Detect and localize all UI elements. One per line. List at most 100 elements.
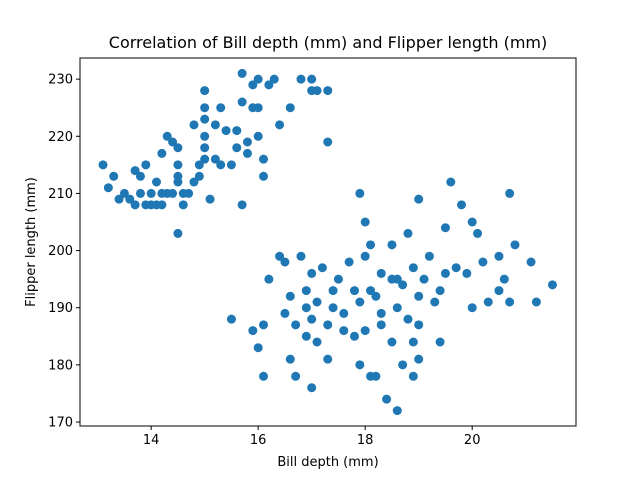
point [173,143,183,153]
point [494,286,504,296]
point [253,74,263,84]
point [360,326,370,336]
point [200,114,210,124]
y-tick-label: 170 [48,416,73,431]
point [456,200,466,210]
point [323,320,333,330]
point [285,291,295,301]
point [323,354,333,364]
point [173,171,183,181]
point [135,188,145,198]
plot-frame [79,57,577,427]
point [547,280,557,290]
y-tick-label: 200 [48,244,73,259]
point [200,143,210,153]
point [510,240,520,250]
point [301,331,311,341]
point [323,86,333,96]
point [467,217,477,227]
point [146,188,156,198]
point [403,228,413,238]
point [462,268,472,278]
point [392,406,402,416]
point [483,297,493,307]
point [109,171,119,181]
point [259,371,269,381]
point [259,154,269,164]
point [200,131,210,141]
point [333,274,343,284]
point [328,303,338,313]
point [408,337,418,347]
point [440,223,450,233]
point [253,343,263,353]
point [259,320,269,330]
point [403,314,413,324]
point [103,183,113,193]
point [505,297,515,307]
point [505,188,515,198]
point [200,154,210,164]
point [376,268,386,278]
point [130,200,140,210]
point [216,103,226,113]
point [232,126,242,136]
point [478,257,488,267]
point [355,360,365,370]
point [312,86,322,96]
point [451,263,461,273]
point [264,80,274,90]
point [366,286,376,296]
point [184,188,194,198]
point [194,160,204,170]
chart-title: Correlation of Bill depth (mm) and Flipp… [109,33,547,52]
point [355,297,365,307]
y-tick-label: 180 [48,358,73,373]
point [178,200,188,210]
point [307,268,317,278]
point [414,320,424,330]
point [349,286,359,296]
point [408,263,418,273]
point [285,354,295,364]
point [253,131,263,141]
point [173,160,183,170]
point [237,200,247,210]
point [264,274,274,284]
point [376,320,386,330]
point [307,383,317,393]
point [216,160,226,170]
point [371,291,381,301]
point [344,257,354,267]
point [253,103,263,113]
point [435,337,445,347]
y-tick-label: 210 [48,187,73,202]
point [280,308,290,318]
y-tick-label: 220 [48,130,73,145]
point [360,217,370,227]
point [226,314,236,324]
point [424,251,434,261]
point [446,177,456,187]
point [307,74,317,84]
point [339,326,349,336]
point [162,131,172,141]
point [141,160,151,170]
point [296,74,306,84]
point [376,308,386,318]
point [467,303,477,313]
point [114,194,124,204]
point [168,188,178,198]
point [414,354,424,364]
point [355,188,365,198]
point [189,120,199,130]
x-tick-label: 20 [464,433,481,448]
point [328,286,338,296]
point [387,240,397,250]
point [317,263,327,273]
point [494,251,504,261]
point [210,154,220,164]
x-tick-label: 18 [357,433,374,448]
point [392,274,402,284]
